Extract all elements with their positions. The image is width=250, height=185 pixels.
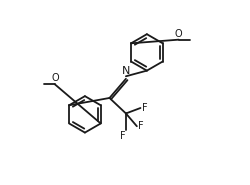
Text: O: O bbox=[51, 73, 59, 83]
Text: F: F bbox=[142, 103, 147, 113]
Text: O: O bbox=[175, 28, 182, 38]
Text: N: N bbox=[122, 66, 130, 76]
Text: F: F bbox=[138, 121, 143, 131]
Text: F: F bbox=[120, 131, 125, 141]
